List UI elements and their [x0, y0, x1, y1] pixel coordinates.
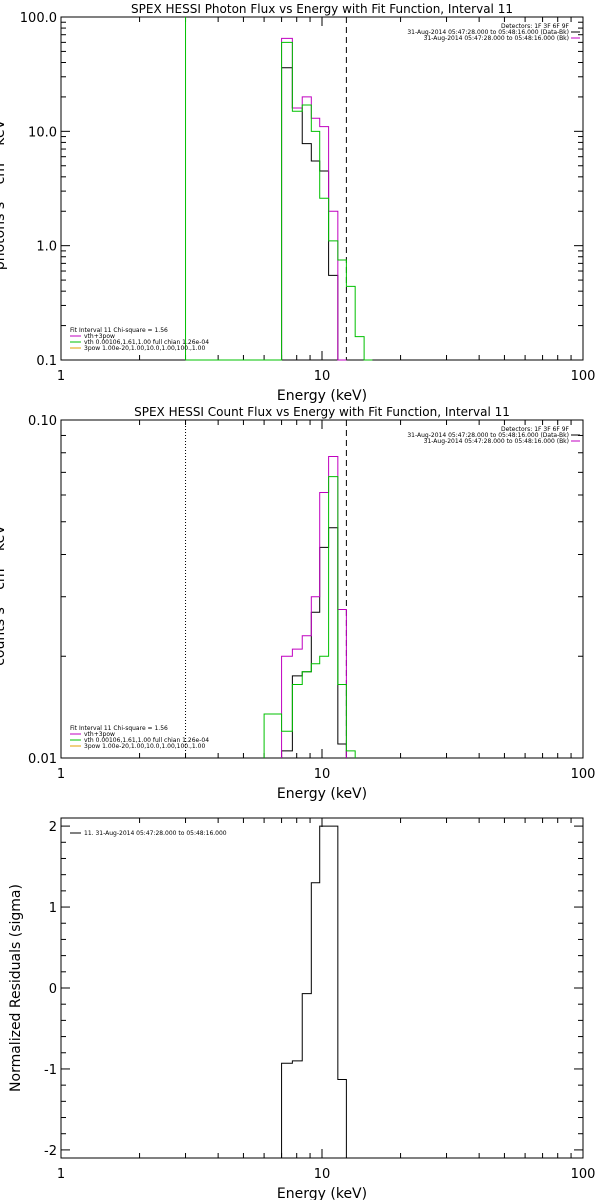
y-tick-label: 0.01 — [28, 752, 57, 767]
panel-1: SPEX HESSI Photon Flux vs Energy with Fi… — [0, 2, 595, 404]
x-tick-label: 10 — [314, 1167, 331, 1182]
header-line: Detectors: 1F 3F 6F 9F — [501, 426, 570, 433]
header-line: Detectors: 1F 3F 6F 9F — [501, 23, 570, 30]
fit-info: Fit Interval 11 Chi-square = 1.56 — [70, 327, 168, 334]
y-tick-label: 0.1 — [36, 354, 57, 369]
header-line: 31-Aug-2014 05:47:28.000 to 05:48:16.000… — [407, 432, 569, 439]
series-line-1 — [281, 67, 347, 361]
plot-frame — [60, 16, 584, 361]
legend-entry: 11. 31-Aug-2014 05:47:28.000 to 05:48:16… — [84, 830, 227, 837]
x-tick-label: 1 — [57, 767, 65, 782]
x-tick-label: 1 — [57, 369, 65, 384]
y-tick-label: 0.10 — [28, 414, 57, 429]
legend-entry: vth 0.00106,1.61,1.00 full chian 1.26e-0… — [84, 339, 209, 346]
plot-frame — [60, 817, 584, 1159]
legend-entry: vth 0.00106,1.61,1.00 full chian 1.26e-0… — [84, 737, 209, 744]
y-tick-label: -1 — [44, 1063, 57, 1078]
x-tick-label: 100 — [571, 767, 596, 782]
y-axis-label: photons s⁻¹ cm⁻² keV⁻¹ — [0, 107, 8, 270]
y-tick-label: 2 — [49, 820, 57, 835]
series-line-3 — [185, 41, 373, 361]
panel-3: 1 10 100 Energy (keV) -2 -1 0 1 2 Normalized Resi… — [8, 817, 596, 1200]
chart-title: SPEX HESSI Photon Flux vs Energy with Fi… — [131, 2, 513, 16]
header-line: 31-Aug-2014 05:47:28.000 to 05:48:16.000… — [407, 29, 569, 36]
y-tick-label: -2 — [44, 1144, 57, 1159]
x-tick-label: 1 — [57, 1167, 65, 1182]
series-line-3 — [263, 476, 356, 758]
y-tick-label: 1.0 — [36, 240, 57, 255]
fit-info: Fit Interval 11 Chi-square = 1.56 — [70, 725, 168, 732]
plot-frame — [60, 419, 584, 759]
chart-title: SPEX HESSI Count Flux vs Energy with Fit… — [134, 405, 510, 419]
x-tick-label: 10 — [314, 767, 331, 782]
y-axis-label: counts s⁻¹ cm⁻² keV⁻¹ — [0, 512, 8, 666]
x-axis-label: Energy (keV) — [277, 388, 367, 404]
legend-entry: 3pow 1.00e-20,1.00,10.0,1.00,100.,1.00 — [84, 743, 205, 750]
series-line-1 — [281, 825, 347, 1158]
legend-entry: 3pow 1.00e-20,1.00,10.0,1.00,100.,1.00 — [84, 345, 205, 352]
series-line-2 — [281, 37, 347, 361]
x-axis-label: Energy (keV) — [277, 1186, 367, 1200]
y-tick-label: 100.0 — [20, 11, 57, 26]
x-tick-label: 100 — [571, 1167, 596, 1182]
legend-entry: vth+3pow — [84, 333, 115, 340]
y-tick-label: 0 — [49, 982, 57, 997]
y-axis-label: Normalized Residuals (sigma) — [8, 884, 24, 1092]
x-tick-label: 100 — [571, 369, 596, 384]
legend-entry: vth+3pow — [84, 731, 115, 738]
series-line-1 — [281, 527, 347, 758]
y-tick-label: 10.0 — [28, 125, 57, 140]
x-axis-label: Energy (keV) — [277, 786, 367, 802]
header-line: 31-Aug-2014 05:47:28.000 to 05:48:16.000… — [424, 35, 569, 42]
x-tick-label: 10 — [314, 369, 331, 384]
y-tick-label: 1 — [49, 901, 57, 916]
series-line-2 — [281, 455, 347, 758]
header-line: 31-Aug-2014 05:47:28.000 to 05:48:16.000… — [424, 438, 569, 445]
panel-2: SPEX HESSI Count Flux vs Energy with Fit… — [0, 405, 595, 802]
